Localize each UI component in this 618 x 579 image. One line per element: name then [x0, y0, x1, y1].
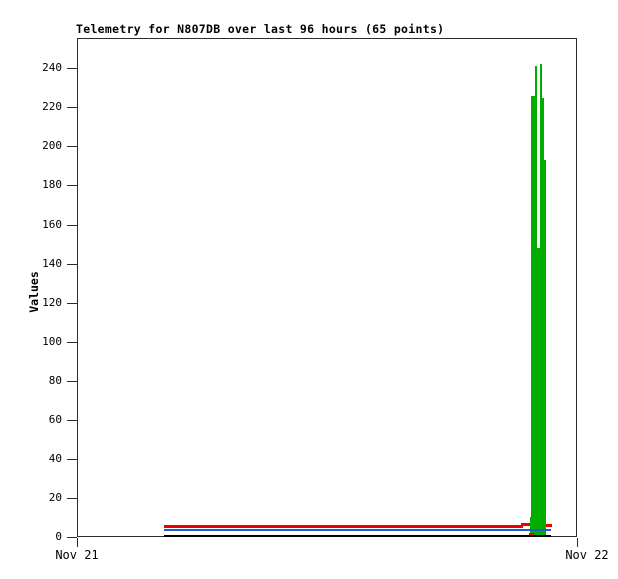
red-series-segment	[543, 524, 552, 527]
green-series-bar	[537, 247, 540, 537]
y-tick-mark	[67, 225, 77, 226]
y-tick-label: 20	[48, 491, 62, 504]
red-series-segment	[521, 523, 530, 526]
blue-series-segment	[164, 528, 551, 532]
green-series-bar	[531, 95, 535, 537]
y-tick-label: 200	[42, 139, 62, 152]
y-tick-mark	[67, 264, 77, 265]
y-tick-mark	[67, 342, 77, 343]
x-tick-mark	[577, 538, 578, 547]
y-tick-label: 60	[48, 413, 62, 426]
y-tick-mark	[67, 107, 77, 108]
y-tick-label: 160	[42, 218, 62, 231]
y-tick-mark	[67, 185, 77, 186]
x-tick-label: Nov 21	[55, 548, 99, 562]
y-tick-label: 180	[42, 178, 62, 191]
y-tick-label: 100	[42, 335, 62, 348]
green-series-bar	[543, 160, 546, 537]
y-tick-mark	[67, 68, 77, 69]
y-tick-mark	[67, 146, 77, 147]
y-tick-label: 220	[42, 100, 62, 113]
y-tick-label: 80	[48, 374, 62, 387]
y-tick-label: 0	[55, 530, 62, 543]
y-tick-mark	[67, 498, 77, 499]
y-tick-mark	[67, 537, 77, 538]
x-tick-label: Nov 22	[565, 548, 609, 562]
green-series-bar	[534, 66, 537, 537]
chart-title: Telemetry for N807DB over last 96 hours …	[76, 22, 445, 36]
y-tick-label: 240	[42, 61, 62, 74]
y-tick-mark	[67, 381, 77, 382]
y-tick-label: 40	[48, 452, 62, 465]
y-tick-mark	[67, 420, 77, 421]
red-series-segment	[164, 525, 523, 528]
x-tick-mark	[77, 538, 78, 547]
plot-area	[77, 38, 577, 537]
y-tick-label: 120	[42, 296, 62, 309]
plot-series-layer	[77, 38, 577, 538]
y-tick-label: 140	[42, 257, 62, 270]
y-tick-mark	[67, 303, 77, 304]
green-series-bar	[539, 64, 542, 537]
black-series-segment	[164, 534, 551, 538]
green-series-bar	[542, 97, 544, 537]
red-series-dip-segment	[529, 533, 534, 536]
y-tick-mark	[67, 459, 77, 460]
